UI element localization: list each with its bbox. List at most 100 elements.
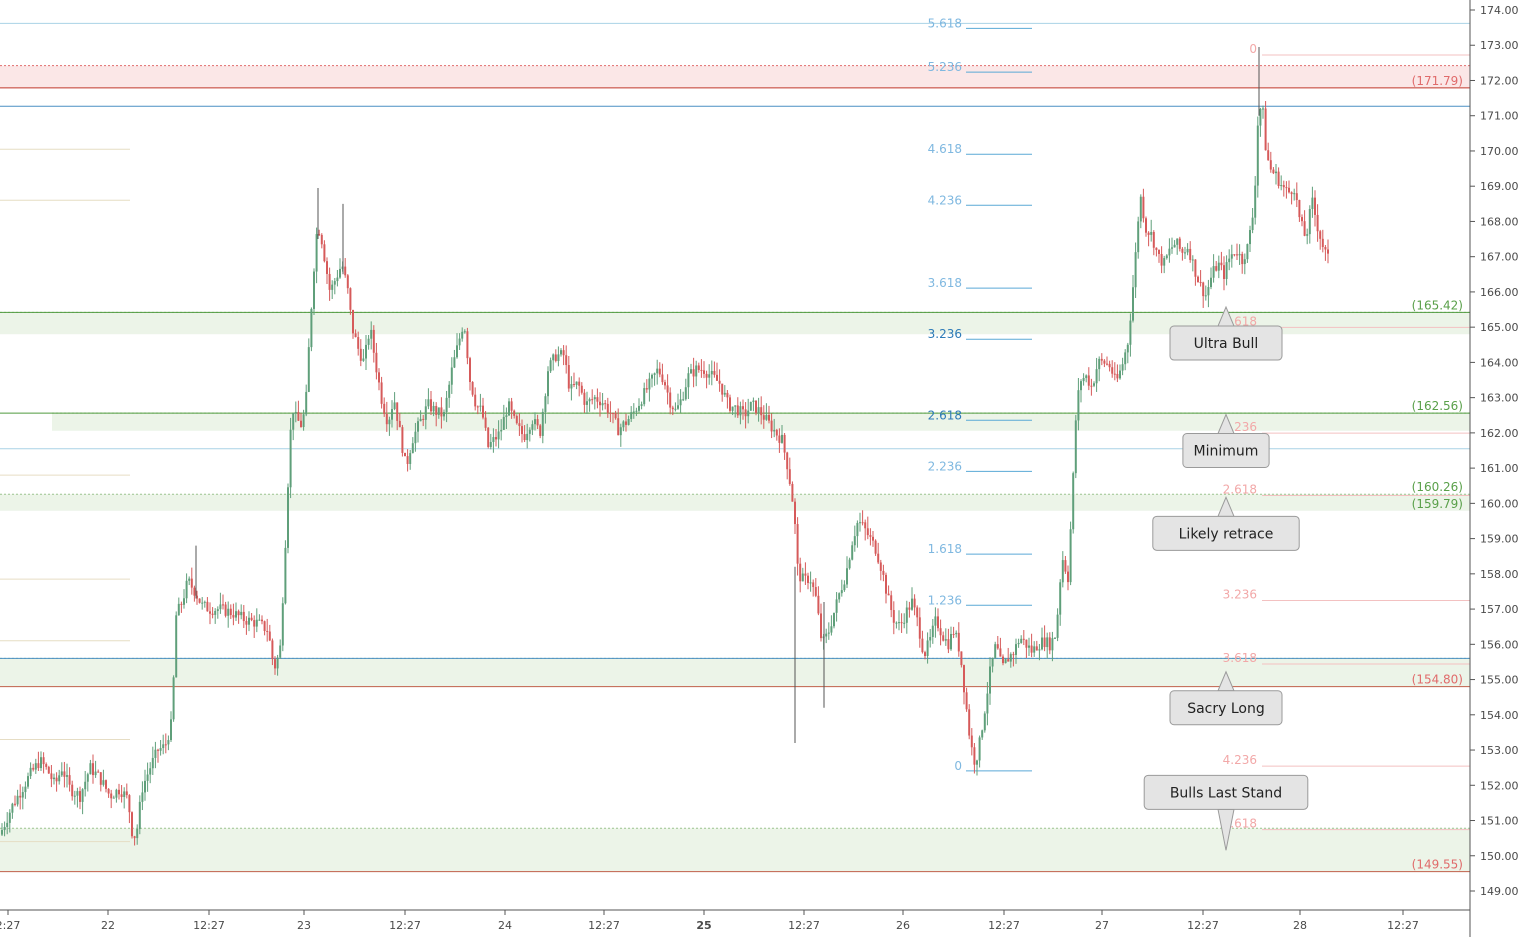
candle-body (770, 420, 773, 432)
candle-body (575, 381, 578, 385)
candle-body (229, 608, 232, 616)
candle-body (219, 604, 222, 610)
candle-body (739, 406, 742, 416)
candle-body (196, 595, 198, 599)
candle-body (752, 400, 755, 402)
candle-body (245, 621, 248, 625)
candle-body (903, 622, 906, 624)
level-value-label: (149.55) (1412, 858, 1463, 872)
candle-body (755, 400, 757, 414)
y-tick-label: 159.00 (1480, 533, 1519, 546)
candle-body (1069, 529, 1072, 583)
y-tick-label: 157.00 (1480, 603, 1519, 616)
candle-body (274, 659, 276, 669)
candle-body (151, 757, 154, 769)
candle-body (1035, 646, 1038, 651)
candle-body (856, 522, 859, 537)
candle-body (697, 365, 700, 370)
candle-body (183, 598, 185, 605)
candle-body (1259, 108, 1262, 126)
candle-body (687, 373, 690, 388)
candle-body (112, 797, 115, 799)
candle-body (554, 354, 557, 362)
callout-text: Minimum (1194, 444, 1259, 460)
candle-body (81, 789, 84, 802)
candle-body (1295, 193, 1298, 200)
y-tick-label: 158.00 (1480, 568, 1519, 581)
candle-body (682, 399, 685, 401)
candle-body (674, 408, 677, 410)
candle-body (560, 350, 562, 355)
candle-body (419, 418, 422, 422)
candle-body (469, 358, 471, 382)
x-tick-label: 24 (498, 919, 512, 932)
candle-body (1038, 649, 1041, 651)
candle-body (354, 333, 357, 338)
candle-body (1041, 637, 1043, 650)
x-tick-label: 12:27 (389, 919, 421, 932)
candle-body (848, 559, 851, 569)
candle-body (484, 417, 487, 428)
x-tick-label: 12:27 (588, 919, 620, 932)
candle-body (656, 368, 659, 374)
candle-body (887, 593, 890, 596)
candle-body (552, 354, 555, 361)
y-tick-label: 165.00 (1480, 321, 1519, 334)
candle-body (461, 331, 464, 339)
candle-body (253, 620, 256, 627)
candle-body (248, 617, 250, 625)
candle-body (1061, 560, 1064, 583)
candle-body (859, 522, 861, 524)
x-tick-label: 12:27 (988, 919, 1020, 932)
candle-body (1184, 252, 1186, 254)
candle-body (45, 764, 48, 767)
candle-body (872, 536, 874, 541)
candle-body (40, 757, 42, 769)
candle-body (627, 419, 630, 425)
candle-body (66, 775, 68, 777)
candle-body (188, 578, 191, 581)
candle-body (170, 719, 172, 741)
x-tick-label: 23 (297, 919, 311, 932)
candle-body (1251, 217, 1254, 231)
candle-body (908, 607, 911, 610)
candle-body (684, 387, 687, 400)
candle-body (1121, 364, 1124, 371)
candle-body (489, 441, 492, 447)
candle-body (963, 665, 965, 693)
candle-body (336, 277, 339, 282)
candle-body (97, 771, 100, 773)
x-tick-label: 12:27 (193, 919, 225, 932)
candle-body (882, 570, 885, 575)
candle-body (375, 352, 378, 373)
candle-body (976, 760, 978, 765)
candle-body (1106, 363, 1108, 365)
candle-body (580, 385, 583, 393)
candle-body (1202, 282, 1205, 297)
candle-body (422, 418, 425, 420)
candle-body (586, 401, 588, 405)
candle-body (994, 644, 997, 658)
candle-body (133, 836, 136, 839)
candle-body (1212, 266, 1215, 278)
candle-body (63, 771, 66, 777)
candle-body (24, 786, 27, 793)
candle-body (123, 791, 126, 797)
candle-body (214, 610, 217, 615)
candle-body (939, 628, 942, 636)
candle-body (1103, 360, 1106, 364)
candle-body (55, 777, 58, 782)
candle-body (162, 744, 165, 749)
level-value-label: (159.79) (1412, 497, 1463, 511)
candle-body (235, 611, 237, 618)
y-tick-label: 166.00 (1480, 286, 1519, 299)
candle-body (539, 425, 542, 436)
y-tick-label: 169.00 (1480, 180, 1519, 193)
candle-body (835, 599, 838, 613)
y-tick-label: 161.00 (1480, 462, 1519, 475)
candle-body (957, 632, 960, 652)
candle-body (905, 607, 908, 623)
candle-body (1191, 259, 1194, 261)
candle-body (643, 388, 646, 405)
candle-body (601, 403, 604, 406)
